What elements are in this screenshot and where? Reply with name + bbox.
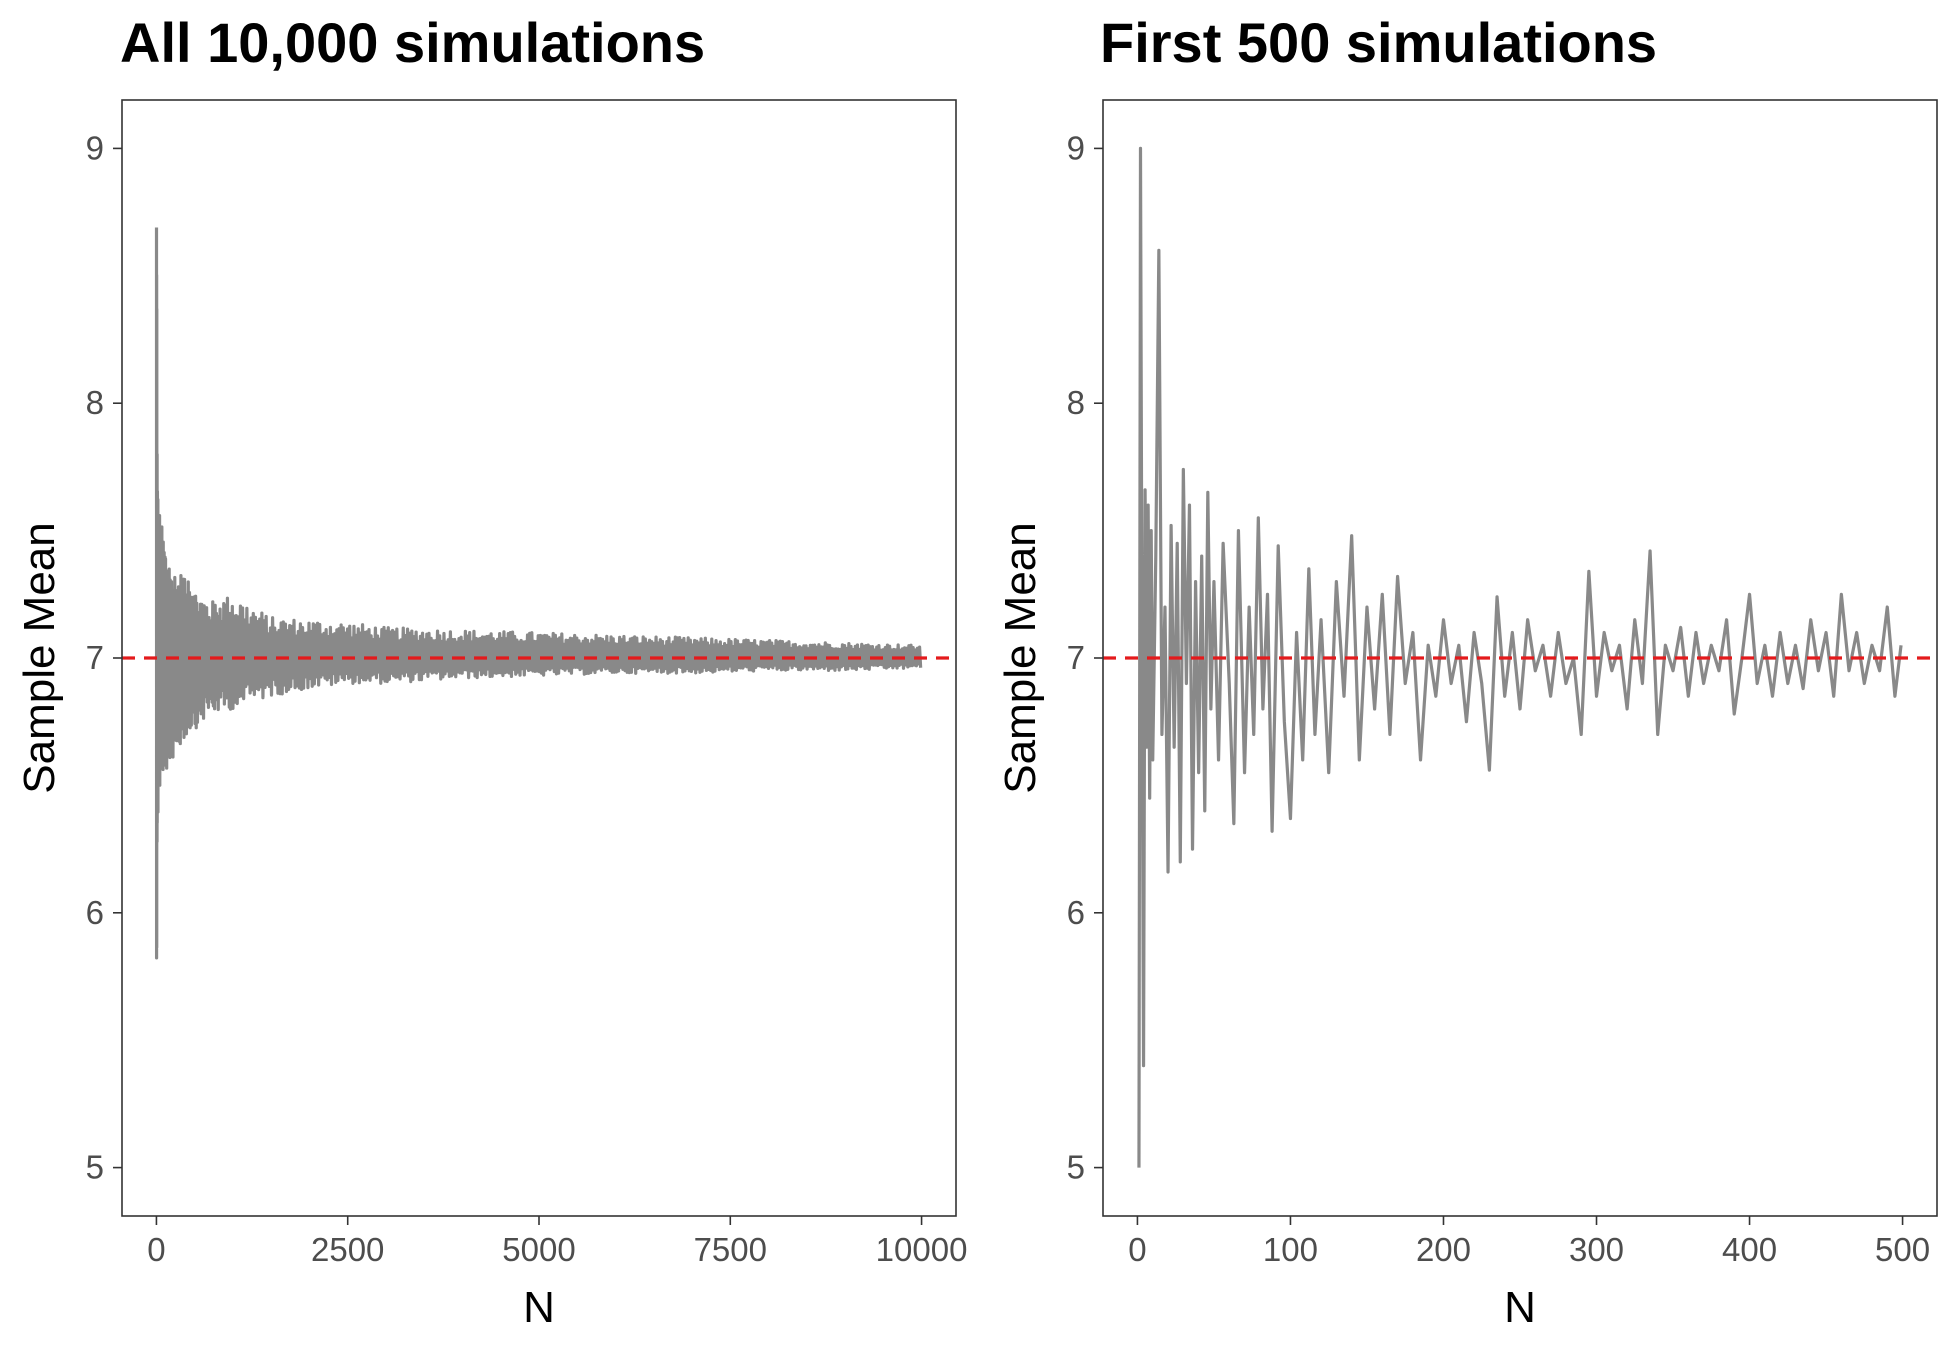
y-axis-title-all: Sample Mean <box>15 522 64 793</box>
y-tick-label-first-500: 8 <box>1067 384 1085 421</box>
y-tick-label-all: 7 <box>86 639 104 676</box>
x-axis-title-first-500: N <box>1504 1283 1536 1332</box>
x-tick-label-first-500: 100 <box>1263 1231 1318 1268</box>
x-tick-label-first-500: 400 <box>1722 1231 1777 1268</box>
panel-title-first-500: First 500 simulations <box>1100 11 1658 74</box>
x-tick-label-all: 5000 <box>502 1231 575 1268</box>
y-tick-label-first-500: 9 <box>1067 129 1085 166</box>
x-axis-title-all: N <box>523 1283 555 1332</box>
y-tick-label-all: 5 <box>86 1149 104 1186</box>
series-line-first-500 <box>1137 146 1903 1168</box>
y-tick-label-all: 8 <box>86 384 104 421</box>
x-tick-label-first-500: 200 <box>1416 1231 1471 1268</box>
x-tick-label-all: 7500 <box>694 1231 767 1268</box>
x-tick-label-first-500: 300 <box>1569 1231 1624 1268</box>
x-tick-label-all: 2500 <box>311 1231 384 1268</box>
x-tick-label-first-500: 0 <box>1128 1231 1146 1268</box>
y-tick-label-first-500: 5 <box>1067 1149 1085 1186</box>
x-tick-label-all: 10000 <box>876 1231 968 1268</box>
y-tick-label-all: 9 <box>86 129 104 166</box>
series-line-all <box>154 227 923 960</box>
y-tick-label-all: 6 <box>86 894 104 931</box>
x-tick-label-all: 0 <box>147 1231 165 1268</box>
y-axis-title-first-500: Sample Mean <box>996 522 1045 793</box>
y-tick-label-first-500: 6 <box>1067 894 1085 931</box>
x-tick-label-first-500: 500 <box>1875 1231 1930 1268</box>
y-tick-label-first-500: 7 <box>1067 639 1085 676</box>
panel-title-all: All 10,000 simulations <box>120 11 706 74</box>
